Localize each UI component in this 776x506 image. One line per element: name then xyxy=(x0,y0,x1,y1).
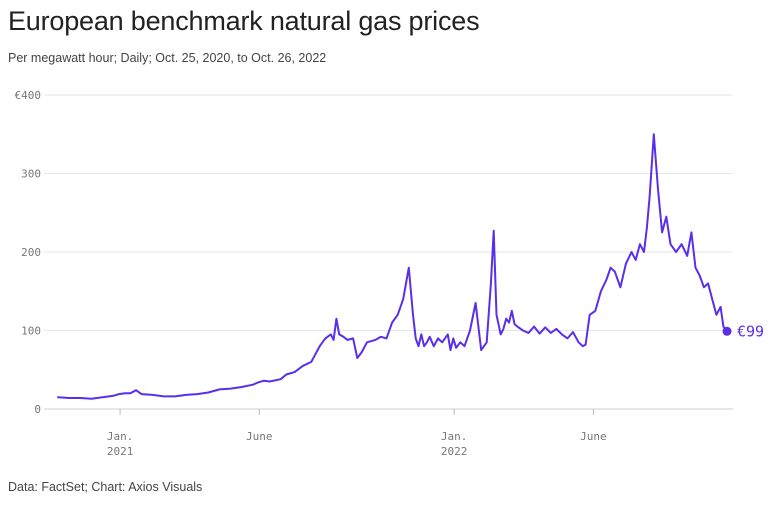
x-tick-year-label: 2022 xyxy=(441,445,468,458)
price-series-line xyxy=(57,133,728,400)
source-note: Data: FactSet; Chart: Axios Visuals xyxy=(8,480,203,494)
y-tick-label: €400 xyxy=(15,89,42,102)
chart-title: European benchmark natural gas prices xyxy=(8,6,480,36)
x-tick-label: June xyxy=(580,430,607,443)
end-point-marker xyxy=(722,326,732,336)
y-tick-label: 0 xyxy=(34,403,41,416)
y-tick-label: 300 xyxy=(21,168,41,181)
x-tick-year-label: 2021 xyxy=(107,445,134,458)
x-tick-label: Jan. xyxy=(441,430,468,443)
x-tick-label: June xyxy=(246,430,273,443)
x-tick-label: Jan. xyxy=(107,430,134,443)
y-tick-label: 100 xyxy=(21,325,41,338)
x-axis-ticks: Jan. 2021 June Jan. 2022 June xyxy=(107,409,607,458)
end-value-label: €99 xyxy=(737,322,764,340)
gridlines xyxy=(44,94,733,410)
y-tick-label: 200 xyxy=(21,246,41,259)
y-axis-ticks: €400 300 200 100 0 xyxy=(15,89,42,416)
chart-subtitle: Per megawatt hour; Daily; Oct. 25, 2020,… xyxy=(8,51,327,65)
